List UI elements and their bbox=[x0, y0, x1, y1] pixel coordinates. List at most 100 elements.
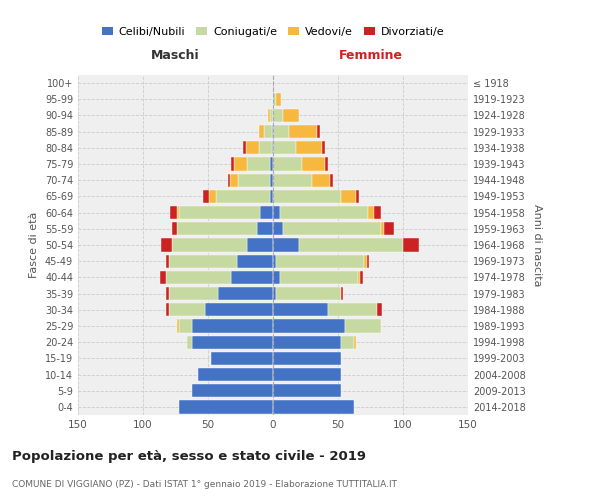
Bar bbox=[232, 270, 273, 284]
Bar bbox=[275, 287, 341, 300]
Bar bbox=[230, 174, 238, 187]
Bar bbox=[289, 125, 317, 138]
Bar bbox=[203, 190, 209, 203]
Bar bbox=[273, 222, 283, 235]
Bar bbox=[238, 174, 271, 187]
Bar bbox=[296, 141, 322, 154]
Bar bbox=[179, 206, 260, 220]
Bar bbox=[247, 238, 273, 252]
Bar bbox=[197, 368, 273, 381]
Bar bbox=[383, 222, 394, 235]
Bar bbox=[273, 174, 312, 187]
Bar bbox=[166, 303, 169, 316]
Bar bbox=[160, 270, 166, 284]
Bar bbox=[302, 158, 325, 170]
Bar bbox=[271, 158, 273, 170]
Bar bbox=[273, 254, 275, 268]
Bar bbox=[403, 238, 419, 252]
Bar bbox=[232, 158, 234, 170]
Bar bbox=[227, 174, 230, 187]
Bar bbox=[344, 320, 381, 332]
Bar bbox=[273, 141, 296, 154]
Text: Maschi: Maschi bbox=[151, 49, 200, 62]
Bar bbox=[328, 303, 377, 316]
Bar bbox=[211, 352, 273, 365]
Bar bbox=[272, 141, 273, 154]
Bar bbox=[341, 190, 356, 203]
Bar bbox=[299, 238, 403, 252]
Bar bbox=[275, 254, 364, 268]
Text: Popolazione per età, sesso e stato civile - 2019: Popolazione per età, sesso e stato civil… bbox=[12, 450, 366, 463]
Bar bbox=[353, 336, 356, 349]
Bar bbox=[243, 141, 246, 154]
Bar bbox=[259, 125, 264, 138]
Bar bbox=[273, 238, 299, 252]
Bar bbox=[377, 303, 382, 316]
Bar bbox=[166, 270, 232, 284]
Bar bbox=[264, 125, 272, 138]
Bar bbox=[312, 174, 330, 187]
Text: COMUNE DI VIGGIANO (PZ) - Dati ISTAT 1° gennaio 2019 - Elaborazione TUTTITALIA.I: COMUNE DI VIGGIANO (PZ) - Dati ISTAT 1° … bbox=[12, 480, 397, 489]
Y-axis label: Fasce di età: Fasce di età bbox=[29, 212, 39, 278]
Bar bbox=[273, 320, 344, 332]
Bar bbox=[246, 141, 259, 154]
Bar bbox=[330, 174, 333, 187]
Bar bbox=[205, 303, 273, 316]
Bar bbox=[193, 320, 273, 332]
Bar bbox=[179, 320, 193, 332]
Bar bbox=[356, 190, 359, 203]
Bar bbox=[381, 222, 383, 235]
Bar bbox=[273, 206, 280, 220]
Bar bbox=[166, 254, 169, 268]
Bar bbox=[169, 254, 236, 268]
Bar bbox=[273, 190, 341, 203]
Bar bbox=[280, 270, 358, 284]
Bar bbox=[322, 141, 325, 154]
Bar bbox=[177, 222, 257, 235]
Bar bbox=[360, 270, 363, 284]
Bar bbox=[364, 254, 367, 268]
Bar bbox=[170, 206, 177, 220]
Bar bbox=[218, 287, 273, 300]
Bar bbox=[257, 222, 273, 235]
Bar bbox=[271, 174, 273, 187]
Bar bbox=[273, 287, 275, 300]
Bar bbox=[177, 206, 179, 220]
Bar bbox=[273, 384, 341, 398]
Bar bbox=[317, 125, 320, 138]
Bar bbox=[341, 287, 343, 300]
Y-axis label: Anni di nascita: Anni di nascita bbox=[532, 204, 542, 286]
Bar bbox=[271, 190, 273, 203]
Bar bbox=[273, 352, 341, 365]
Bar bbox=[273, 336, 341, 349]
Bar bbox=[283, 222, 381, 235]
Bar bbox=[273, 125, 289, 138]
Bar bbox=[273, 92, 275, 106]
Bar bbox=[209, 190, 216, 203]
Bar bbox=[374, 206, 381, 220]
Bar bbox=[273, 368, 341, 381]
Bar bbox=[193, 384, 273, 398]
Bar bbox=[367, 254, 369, 268]
Bar bbox=[260, 206, 273, 220]
Bar bbox=[172, 238, 247, 252]
Bar bbox=[368, 206, 374, 220]
Bar bbox=[358, 270, 360, 284]
Bar bbox=[268, 109, 271, 122]
Bar bbox=[325, 158, 328, 170]
Bar bbox=[236, 254, 273, 268]
Text: Femmine: Femmine bbox=[338, 49, 403, 62]
Bar bbox=[172, 222, 177, 235]
Bar bbox=[272, 125, 273, 138]
Bar bbox=[273, 400, 353, 413]
Bar bbox=[247, 158, 271, 170]
Bar bbox=[273, 158, 302, 170]
Bar bbox=[341, 336, 353, 349]
Bar bbox=[275, 92, 281, 106]
Bar bbox=[216, 190, 271, 203]
Bar bbox=[273, 270, 280, 284]
Bar bbox=[273, 303, 328, 316]
Bar bbox=[187, 336, 193, 349]
Bar bbox=[283, 109, 299, 122]
Bar bbox=[169, 287, 218, 300]
